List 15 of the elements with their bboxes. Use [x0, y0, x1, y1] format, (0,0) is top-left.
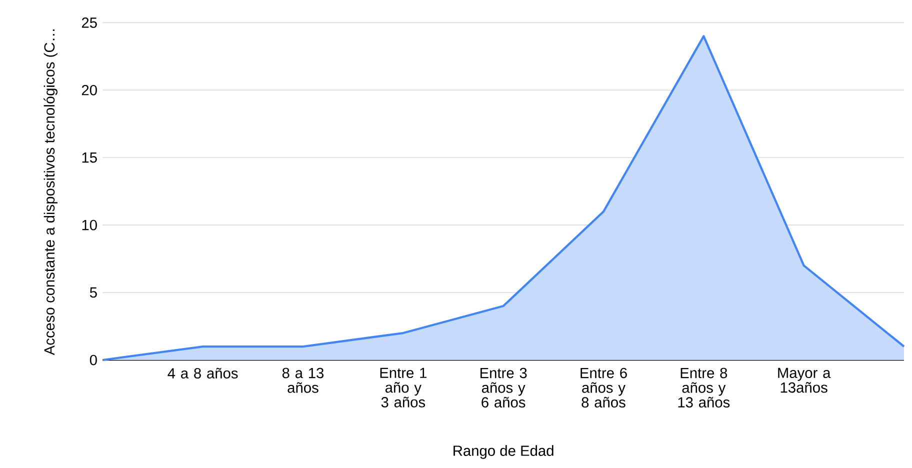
- y-tick-label: 15: [82, 152, 97, 163]
- y-tick-label: 20: [82, 84, 97, 96]
- x-tick-label: Entre 8 años y 13 años: [678, 368, 730, 408]
- y-tick-label: 5: [90, 287, 97, 298]
- x-tick-label: Entre 6 años y 8 años: [580, 368, 627, 408]
- x-tick-label: Entre 1 año y 3 años: [380, 368, 426, 408]
- x-tick-label: 8 a 13 años: [282, 368, 324, 393]
- x-tick-label: Entre 3 años y 6 años: [480, 368, 527, 408]
- x-axis-title: Rango de Edad: [454, 445, 554, 459]
- y-tick-label: 0: [90, 354, 97, 366]
- x-tick-label: Mayor a 13años: [778, 368, 831, 393]
- y-tick-label: 10: [82, 220, 97, 230]
- y-axis-title: Acceso constante a dispositivos tecnológicos (C…: [44, 30, 58, 356]
- y-tick-label: 25: [82, 17, 97, 28]
- x-tick-label: 4 a 8 años: [168, 368, 238, 378]
